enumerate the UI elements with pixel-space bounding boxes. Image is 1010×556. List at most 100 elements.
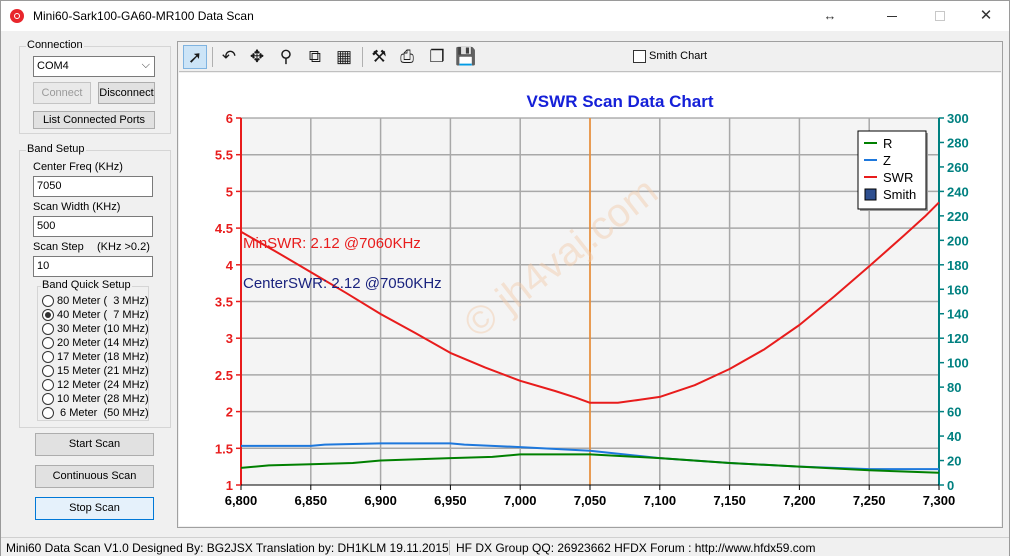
x-tick-label: 7,000	[504, 493, 537, 508]
y-left-tick-label: 1.5	[215, 441, 233, 456]
disconnect-button[interactable]: Disconnect	[98, 82, 155, 104]
x-tick-label: 6,850	[295, 493, 328, 508]
zoom-icon[interactable]: ⚲	[279, 47, 293, 66]
radio-button[interactable]	[42, 351, 54, 363]
band-radio-label: 80 Meter ( 3 MHz)	[57, 295, 149, 307]
band-radio-label: 17 Meter (18 MHz)	[57, 351, 149, 363]
y-right-tick-label: 80	[947, 380, 961, 395]
pointer-icon[interactable]: ➚	[183, 45, 207, 69]
band-radio-item[interactable]: 30 Meter (10 MHz)	[42, 322, 149, 336]
chart-toolbar: ➚ ↶ ✥ ⚲ ⧉ ▦ ⚒ ⎙ ❐ 💾	[179, 42, 1001, 72]
radio-button[interactable]	[42, 365, 54, 377]
band-radio-item[interactable]: 80 Meter ( 3 MHz)	[42, 294, 149, 308]
save-icon[interactable]: 💾	[455, 47, 477, 66]
scan-width-input[interactable]: 500	[33, 216, 153, 237]
band-radio-item[interactable]: 12 Meter (24 MHz)	[42, 378, 149, 392]
x-tick-label: 7,300	[923, 493, 956, 508]
x-tick-label: 6,950	[434, 493, 467, 508]
start-scan-button[interactable]: Start Scan	[35, 433, 154, 456]
title-bar: Mini60-Sark100-GA60-MR100 Data Scan ↔ ✕	[1, 1, 1009, 31]
x-tick-label: 7,150	[713, 493, 746, 508]
connection-group: Connection	[19, 39, 171, 134]
series-line-swr	[240, 201, 940, 404]
y-right-tick-label: 260	[947, 160, 969, 175]
smith-chart-label: Smith Chart	[649, 50, 708, 62]
move-icon[interactable]: ↔	[823, 8, 837, 23]
smith-chart-checkbox[interactable]	[633, 50, 646, 63]
band-setup-group: Band Setup	[19, 143, 171, 428]
continuous-scan-button[interactable]: Continuous Scan	[35, 465, 154, 488]
radio-button[interactable]	[42, 379, 54, 391]
band-radio-item[interactable]: 15 Meter (21 MHz)	[42, 364, 149, 378]
band-quick-setup-group: Band Quick Setup	[37, 279, 149, 421]
x-tick-label: 7,200	[783, 493, 816, 508]
band-radio-label: 15 Meter (21 MHz)	[57, 365, 149, 377]
band-radio-item[interactable]: 40 Meter ( 7 MHz)	[42, 308, 149, 322]
tools-icon[interactable]: ⚒	[371, 47, 387, 66]
y-right-tick-label: 300	[947, 111, 969, 126]
toolbar-separator	[212, 47, 213, 67]
undo-icon[interactable]: ↶	[221, 47, 237, 66]
y-right-tick-label: 160	[947, 282, 969, 297]
port-select[interactable]: COM4 ⌵	[33, 56, 155, 77]
band-radio-item[interactable]: 10 Meter (28 MHz)	[42, 392, 149, 406]
band-radio-label: 6 Meter (50 MHz)	[57, 407, 149, 419]
window-title: Mini60-Sark100-GA60-MR100 Data Scan	[33, 9, 254, 23]
status-forum: HF DX Group QQ: 26923662 HFDX Forum : ht…	[456, 541, 816, 555]
connection-group-label: Connection	[26, 39, 84, 51]
y-right-tick-label: 240	[947, 184, 969, 199]
band-radio-label: 10 Meter (28 MHz)	[57, 393, 149, 405]
radio-button[interactable]	[42, 295, 54, 307]
band-radio-label: 30 Meter (10 MHz)	[57, 323, 149, 335]
zoom-fit-icon[interactable]: ⧉	[308, 47, 322, 66]
status-bar: Mini60 Data Scan V1.0 Designed By: BG2JS…	[1, 537, 1009, 556]
radio-button[interactable]	[42, 337, 54, 349]
scan-width-label: Scan Width (KHz)	[33, 201, 121, 213]
scan-step-hint: (KHz >0.2)	[97, 241, 150, 253]
x-tick-label: 7,100	[644, 493, 677, 508]
y-left-tick-label: 5	[226, 184, 233, 199]
y-right-tick-label: 200	[947, 233, 969, 248]
band-radio-label: 40 Meter ( 7 MHz)	[57, 309, 149, 321]
x-tick-label: 7,250	[853, 493, 886, 508]
chart-title: VSWR Scan Data Chart	[526, 92, 713, 111]
y-left-tick-label: 4.5	[215, 221, 233, 236]
y-left-tick-label: 6	[226, 111, 233, 126]
legend-label-z: Z	[883, 153, 891, 168]
legend-label-r: R	[883, 136, 892, 151]
band-radio-item[interactable]: 6 Meter (50 MHz)	[42, 406, 149, 420]
radio-button[interactable]	[42, 407, 54, 419]
minimize-button[interactable]	[869, 1, 915, 31]
y-right-tick-label: 280	[947, 135, 969, 150]
app-icon	[10, 9, 24, 23]
toolbar-separator	[362, 47, 363, 67]
list-ports-button[interactable]: List Connected Ports	[33, 111, 155, 129]
series-line-r	[240, 453, 940, 474]
scan-step-input[interactable]: 10	[33, 256, 153, 277]
chevron-down-icon: ⌵	[141, 59, 150, 71]
band-radio-item[interactable]: 20 Meter (14 MHz)	[42, 336, 149, 350]
y-left-tick-label: 2	[226, 405, 233, 420]
connect-button[interactable]: Connect	[33, 82, 91, 104]
copy-icon[interactable]: ❐	[429, 47, 445, 66]
band-radio-item[interactable]: 17 Meter (18 MHz)	[42, 350, 149, 364]
y-right-tick-label: 100	[947, 356, 969, 371]
y-right-tick-label: 20	[947, 454, 961, 469]
band-radio-label: 12 Meter (24 MHz)	[57, 379, 149, 391]
x-tick-label: 7,050	[574, 493, 607, 508]
pan-icon[interactable]: ✥	[249, 47, 265, 66]
table-icon[interactable]: ▦	[335, 47, 353, 66]
y-right-tick-label: 40	[947, 429, 961, 444]
radio-button[interactable]	[42, 309, 54, 321]
print-icon[interactable]: ⎙	[400, 47, 414, 66]
center-freq-input[interactable]: 7050	[33, 176, 153, 197]
radio-button[interactable]	[42, 393, 54, 405]
radio-button[interactable]	[42, 323, 54, 335]
stop-scan-button[interactable]: Stop Scan	[35, 497, 154, 520]
close-button[interactable]: ✕	[979, 7, 993, 24]
y-right-tick-label: 220	[947, 209, 969, 224]
y-left-tick-label: 4	[226, 258, 234, 273]
band-radio-label: 20 Meter (14 MHz)	[57, 337, 149, 349]
